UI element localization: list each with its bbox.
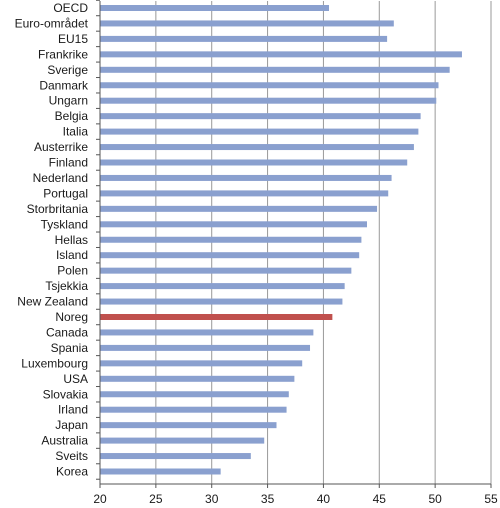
category-label: OECD [53, 1, 88, 15]
bar-finland [100, 159, 408, 166]
bar-spania [100, 344, 311, 351]
bar-slovakia [100, 391, 289, 398]
category-label: Frankrike [38, 47, 88, 61]
category-label: Danmark [39, 78, 89, 92]
bar-noreg [100, 314, 333, 320]
x-tick-label: 20 [93, 492, 107, 506]
bar-nederland [100, 174, 392, 181]
bar-frankrike [100, 51, 462, 58]
x-tick-label: 45 [373, 492, 387, 506]
bar-japan [100, 422, 277, 429]
bar-hellas [100, 236, 362, 243]
category-label: Italia [63, 125, 89, 139]
category-label: Tyskland [41, 217, 88, 231]
category-label: Belgia [55, 109, 89, 123]
bar-tyskland [100, 221, 367, 228]
x-tick-label: 55 [484, 492, 498, 506]
category-label: Tsjekkia [45, 279, 88, 293]
category-label: Island [56, 248, 88, 262]
bar-austerrike [100, 144, 414, 151]
category-label: Canada [46, 325, 88, 339]
category-label: Ungarn [49, 94, 88, 108]
category-label: Euro-området [15, 16, 89, 30]
bars [100, 5, 462, 475]
bar-italia [100, 128, 419, 135]
bar-sverige [100, 66, 450, 73]
x-tick-label: 35 [261, 492, 275, 506]
bar-euro-omr-det [100, 20, 394, 27]
x-tick-label: 40 [317, 492, 331, 506]
bar-tsjekkia [100, 283, 345, 290]
bar-sveits [100, 453, 251, 460]
category-label: USA [63, 372, 88, 386]
category-label: Sveits [55, 449, 88, 463]
bar-irland [100, 406, 287, 413]
bar-luxembourg [100, 360, 303, 367]
category-label: Noreg [55, 310, 88, 324]
category-label: Australia [41, 434, 88, 448]
bar-new-zealand [100, 298, 343, 305]
bar-danmark [100, 82, 439, 89]
category-label: Spania [51, 341, 89, 355]
x-tick-label: 25 [149, 492, 163, 506]
category-label: Irland [58, 403, 88, 417]
category-label: Nederland [33, 171, 88, 185]
bar-portugal [100, 190, 389, 197]
category-label: New Zealand [17, 295, 88, 309]
category-label: Japan [55, 418, 88, 432]
category-label: Sverige [47, 63, 88, 77]
category-label: EU15 [58, 32, 88, 46]
category-label: Austerrike [34, 140, 88, 154]
category-label: Hellas [55, 233, 88, 247]
bar-polen [100, 267, 352, 274]
category-label: Korea [56, 465, 88, 479]
bar-storbritania [100, 205, 378, 212]
category-label: Polen [57, 264, 88, 278]
x-tick-label: 50 [428, 492, 442, 506]
category-label: Portugal [43, 186, 88, 200]
bar-canada [100, 329, 314, 336]
category-label: Storbritania [27, 202, 89, 216]
category-label: Finland [49, 156, 88, 170]
category-label: Slovakia [43, 387, 89, 401]
bar-island [100, 252, 360, 259]
x-axis: 20 25 30 35 40 45 50 55 [93, 0, 498, 506]
bar-belgia [100, 113, 421, 120]
bar-eu15 [100, 35, 388, 42]
x-tick-label: 30 [205, 492, 219, 506]
category-label: Luxembourg [21, 356, 88, 370]
bar-korea [100, 468, 221, 475]
bar-oecd [100, 5, 330, 11]
bar-ungarn [100, 97, 437, 104]
bar-usa [100, 375, 295, 382]
bar-australia [100, 437, 265, 444]
